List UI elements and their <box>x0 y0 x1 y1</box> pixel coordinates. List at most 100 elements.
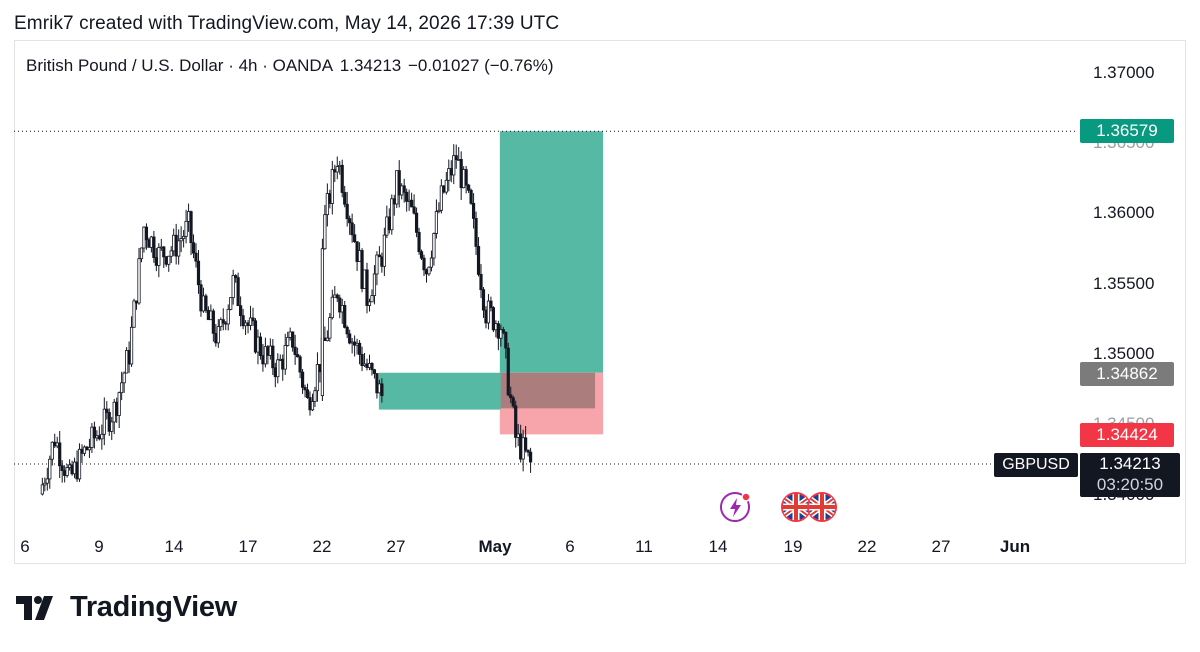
candle-body <box>417 231 421 253</box>
entry-price-tag[interactable]: 1.34862 <box>1080 362 1174 386</box>
candle-body <box>273 367 277 378</box>
economic-event-icon[interactable] <box>720 491 752 528</box>
candle-body <box>97 435 101 440</box>
candle-body <box>402 185 406 193</box>
candle-body <box>380 256 384 267</box>
candle-body <box>243 322 248 327</box>
time-tick-label: 27 <box>931 537 951 556</box>
candle-body <box>266 346 270 356</box>
target-price-tag[interactable]: 1.36579 <box>1080 119 1174 143</box>
candle-body <box>256 336 260 353</box>
candle-body <box>348 218 352 224</box>
time-tick-label: Jun <box>999 537 1031 556</box>
candle-body <box>144 226 149 241</box>
candle-body <box>55 442 59 447</box>
candle-body <box>405 191 409 202</box>
symbol-tag: GBPUSD <box>994 453 1078 477</box>
candle-body <box>70 464 74 475</box>
candle-body <box>58 442 62 467</box>
candle-body <box>355 241 359 262</box>
candle-body <box>271 345 275 369</box>
candle-body <box>340 164 344 193</box>
legend-change: −0.01027 (−0.76%) <box>407 56 554 75</box>
candle-body <box>278 358 282 361</box>
candle-body <box>467 184 471 191</box>
candle-body <box>350 222 354 236</box>
candle-body <box>241 315 245 327</box>
candle-body <box>214 332 218 344</box>
candle-body <box>355 342 359 346</box>
candle-body <box>303 386 307 391</box>
candle-body <box>519 433 523 460</box>
uk-flag-icon[interactable] <box>780 491 812 528</box>
candle-body <box>323 337 327 342</box>
candle-body <box>484 309 488 324</box>
candle-body <box>489 300 493 309</box>
candle-body <box>387 216 391 231</box>
candle-body <box>474 217 478 247</box>
candle-body <box>298 356 302 373</box>
candle-body <box>429 257 434 268</box>
stop-price-tag[interactable]: 1.34424 <box>1080 423 1174 447</box>
candle-body <box>219 319 223 328</box>
candle-body <box>305 389 310 398</box>
candle-body <box>345 203 349 220</box>
candle-body <box>100 433 104 440</box>
candle-body <box>360 354 364 366</box>
candle-body <box>224 322 228 325</box>
candle-body <box>397 170 401 196</box>
candle-body <box>115 401 119 416</box>
candle-body <box>206 309 210 321</box>
candle-body <box>362 363 367 366</box>
candle-body <box>162 246 166 258</box>
candle-body <box>343 192 347 205</box>
candle-body <box>521 437 525 460</box>
candle-body <box>216 326 220 344</box>
candle-body <box>258 336 263 356</box>
candle-body <box>333 169 337 173</box>
candle-body <box>90 426 94 448</box>
candle-body <box>395 170 399 205</box>
candle-body <box>419 251 424 259</box>
candle-body <box>400 185 404 196</box>
candle-body <box>338 297 342 313</box>
candle-body <box>348 333 352 344</box>
candle-body <box>424 269 429 275</box>
candle-body <box>462 169 466 189</box>
candle-body <box>330 169 334 204</box>
candle-body <box>365 363 369 368</box>
candle-body <box>288 331 292 338</box>
candle-body <box>177 240 181 257</box>
candle-body <box>370 295 374 303</box>
candle-body <box>117 392 121 416</box>
candle-body <box>481 289 486 311</box>
uk-flag-icon[interactable] <box>806 491 838 528</box>
candle-body <box>479 274 483 291</box>
candle-body <box>204 295 208 311</box>
candle-body <box>444 179 448 193</box>
candle-body <box>226 309 230 325</box>
candle-body <box>375 254 379 275</box>
candle-body <box>524 437 528 451</box>
candle-body <box>491 307 496 331</box>
candle-body <box>447 168 451 181</box>
candle-body <box>315 364 320 392</box>
candle-body <box>504 331 508 349</box>
candle-body <box>464 169 468 186</box>
candle-body <box>318 364 322 373</box>
candle-body <box>496 323 500 339</box>
tradingview-logo-icon <box>16 595 53 620</box>
tradingview-brand[interactable]: TradingView <box>16 591 237 624</box>
candle-body <box>325 193 329 216</box>
candle-body <box>454 155 458 161</box>
candle-body <box>107 412 111 432</box>
candle-body <box>412 206 416 214</box>
candle-body <box>87 447 92 451</box>
candle-body <box>157 247 161 266</box>
candle-body <box>53 441 57 447</box>
candle-body <box>127 350 131 365</box>
candle-body <box>390 198 394 231</box>
candle-body <box>501 329 505 333</box>
candle-body <box>134 300 139 304</box>
